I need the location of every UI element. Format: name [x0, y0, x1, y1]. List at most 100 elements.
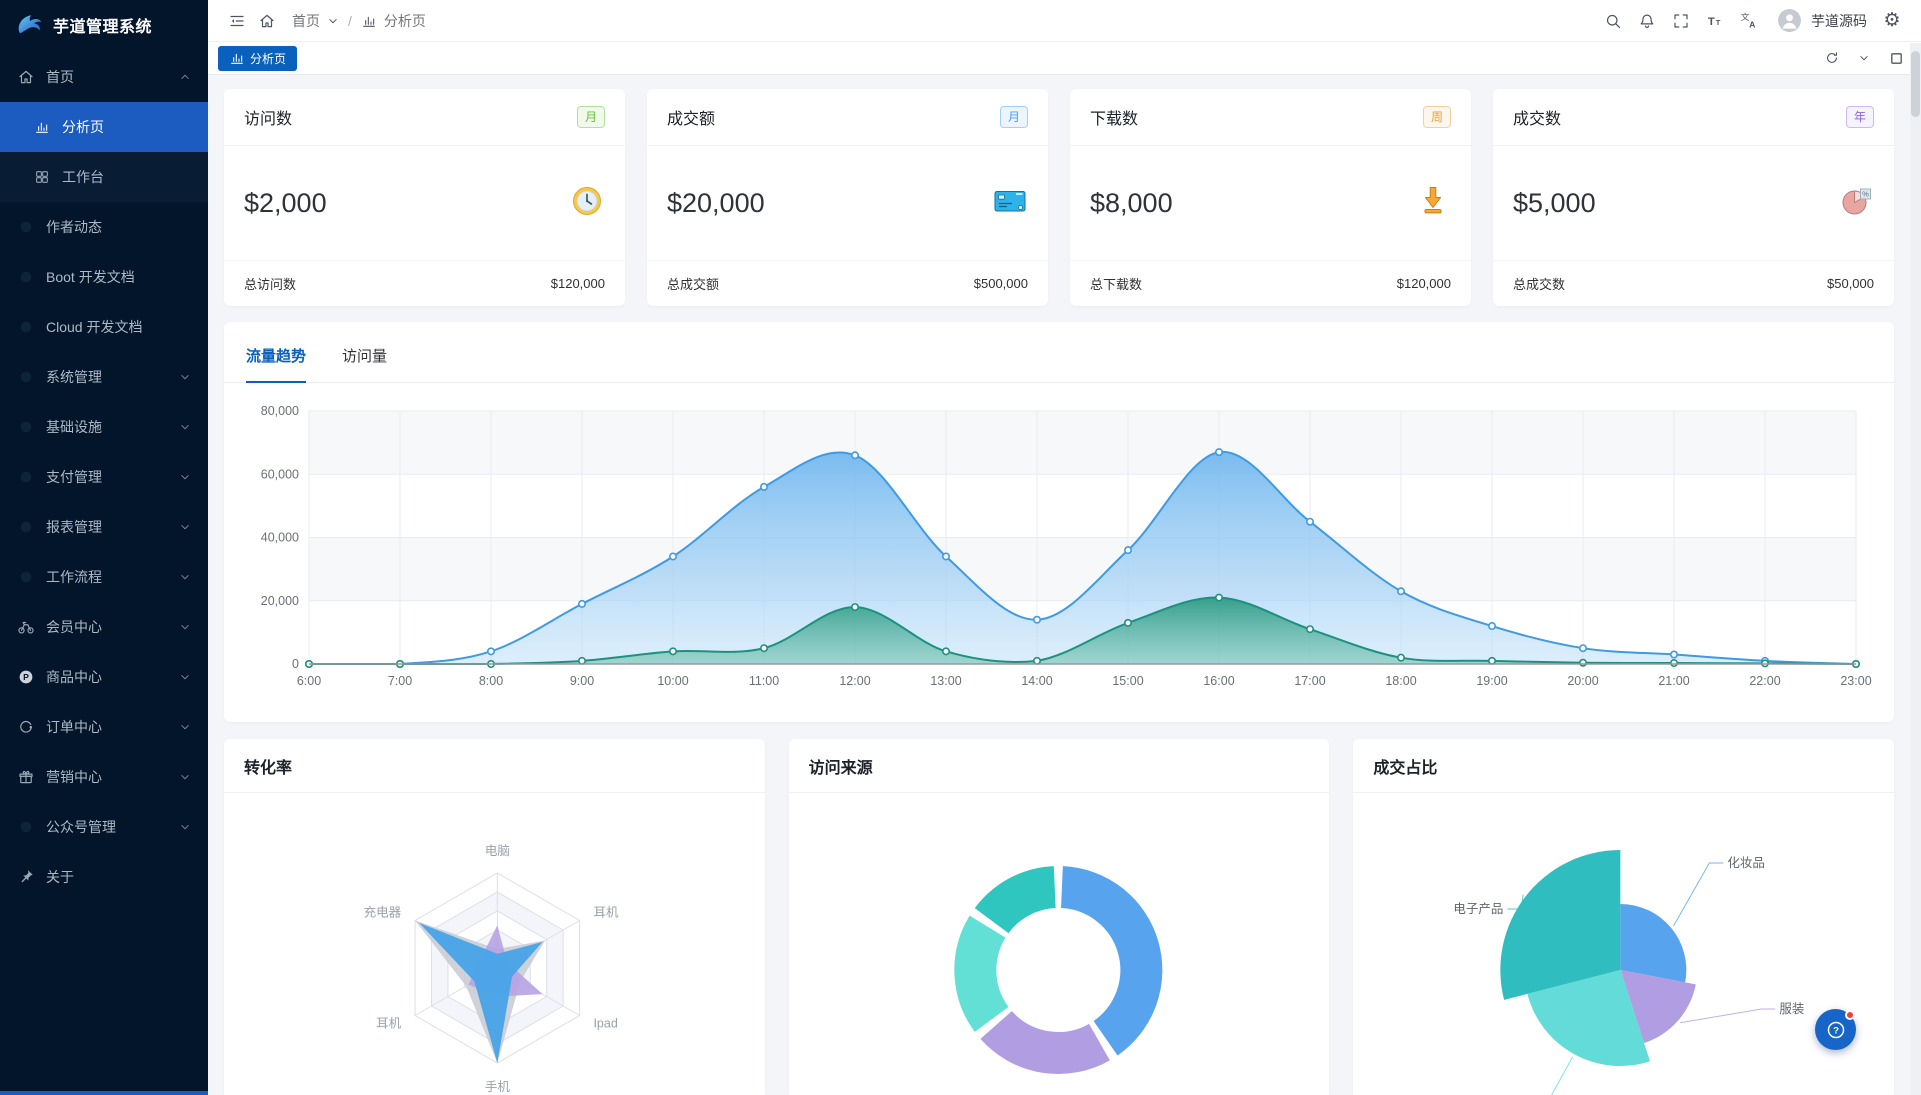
sidebar-item-14[interactable]: 营销中心: [0, 752, 208, 802]
chevron-down-icon: [178, 670, 192, 684]
sidebar-item-7[interactable]: 基础设施: [0, 402, 208, 452]
user-menu[interactable]: 芋道源码: [1774, 6, 1867, 36]
svg-text:7:00: 7:00: [388, 674, 412, 688]
scrollbar-thumb[interactable]: [1911, 51, 1920, 117]
visit-source-donut-chart: [789, 793, 1330, 1095]
stat-footer-label: 总下载数: [1090, 277, 1143, 292]
dot-icon: [16, 467, 36, 487]
svg-text:T: T: [1716, 17, 1721, 26]
panel-title: 成交占比: [1353, 739, 1894, 793]
stat-value: $5,000: [1513, 187, 1596, 218]
gift-icon: [16, 767, 36, 787]
svg-text:T: T: [1708, 15, 1715, 27]
sidebar-item-5[interactable]: Cloud 开发文档: [0, 302, 208, 352]
bottom-panels-row: 转化率 电脑 耳机 Ipad 手机 耳机 充电器 访问来源 成交占比 化妆品 服装 电子产品: [224, 739, 1894, 1095]
sidebar-item-13[interactable]: 订单中心: [0, 702, 208, 752]
notification-dot: [1845, 1010, 1855, 1020]
sidebar-item-3[interactable]: 作者动态: [0, 202, 208, 252]
svg-text:60,000: 60,000: [261, 467, 299, 481]
app-logo[interactable]: 芋道管理系统: [0, 0, 208, 50]
breadcrumb-home[interactable]: 首页: [292, 12, 320, 29]
svg-text:充电器: 充电器: [364, 905, 402, 920]
download-icon: [1415, 183, 1451, 224]
sidebar-item-2[interactable]: 工作台: [0, 152, 208, 202]
refresh-icon[interactable]: [1819, 45, 1845, 71]
sidebar-item-12[interactable]: P 商品中心: [0, 652, 208, 702]
dot-icon: [16, 267, 36, 287]
stat-value: $2,000: [244, 187, 327, 218]
gear-icon[interactable]: ⚙: [1883, 10, 1901, 31]
svg-text:手机: 手机: [485, 1080, 511, 1094]
svg-text:13:00: 13:00: [930, 674, 961, 688]
period-badge: 周: [1422, 106, 1451, 128]
sidebar-item-label: 系统管理: [46, 369, 102, 385]
sidebar-item-9[interactable]: 报表管理: [0, 502, 208, 552]
svg-text:A: A: [1749, 20, 1756, 30]
stat-cards-row: 访问数 月 $2,000 总访问数 $120,000 成交额 月 $20,000…: [224, 89, 1894, 306]
help-button[interactable]: ?: [1815, 1009, 1856, 1050]
sidebar-item-16[interactable]: 关于: [0, 852, 208, 902]
sidebar-item-4[interactable]: Boot 开发文档: [0, 252, 208, 302]
period-badge: 月: [576, 106, 605, 128]
tab-visit-volume[interactable]: 访问量: [342, 348, 388, 365]
menu-fold-icon[interactable]: [222, 6, 252, 36]
svg-text:16:00: 16:00: [1203, 674, 1234, 688]
search-icon[interactable]: [1598, 6, 1628, 36]
bell-icon[interactable]: [1632, 6, 1662, 36]
svg-text:?: ?: [1833, 1025, 1839, 1036]
tab-analysis[interactable]: 分析页: [218, 45, 298, 71]
stat-card-0: 访问数 月 $2,000 总访问数 $120,000: [224, 89, 625, 306]
sidebar-item-11[interactable]: 会员中心: [0, 602, 208, 652]
stat-card-header: 成交额 月: [647, 89, 1048, 146]
main-content: 访问数 月 $2,000 总访问数 $120,000 成交额 月 $20,000…: [208, 75, 1921, 1095]
svg-text:P: P: [23, 672, 29, 682]
sidebar-item-label: 商品中心: [46, 669, 102, 685]
sidebar-item-label: Boot 开发文档: [46, 269, 135, 285]
deal-share-card: 成交占比 化妆品 服装 电子产品: [1353, 739, 1894, 1095]
home-icon[interactable]: [252, 6, 282, 36]
sidebar-item-10[interactable]: 工作流程: [0, 552, 208, 602]
logo-icon: [14, 10, 44, 40]
stat-card-footer: 总成交额 $500,000: [647, 260, 1048, 306]
sidebar-item-6[interactable]: 系统管理: [0, 352, 208, 402]
stat-card-header: 下载数 周: [1070, 89, 1471, 146]
scrollbar[interactable]: [1910, 43, 1921, 1095]
stat-footer-value: $500,000: [973, 276, 1028, 291]
sidebar-item-1[interactable]: 分析页: [0, 102, 208, 152]
fullscreen-icon[interactable]: [1666, 6, 1696, 36]
sidebar-item-label: 基础设施: [46, 419, 102, 435]
tabbar-actions: [1819, 45, 1921, 71]
sidebar-item-0[interactable]: 首页: [0, 52, 208, 102]
chevron-down-icon: [178, 570, 192, 584]
deal-share-pie-chart: 化妆品 服装 电子产品: [1353, 793, 1894, 1095]
svg-text:9:00: 9:00: [570, 674, 594, 688]
user-name: 芋道源码: [1811, 12, 1867, 29]
avatar: [1774, 6, 1804, 36]
svg-text:Ipad: Ipad: [593, 1017, 617, 1031]
svg-text:80,000: 80,000: [261, 404, 299, 418]
pin-icon: [16, 867, 36, 887]
maximize-icon[interactable]: [1883, 45, 1909, 71]
sidebar-bottom-bar: [0, 1091, 208, 1095]
chevron-down-icon: [178, 720, 192, 734]
tab-bar: 分析页: [208, 42, 1921, 75]
svg-text:23:00: 23:00: [1840, 674, 1871, 688]
trend-tabs: 流量趋势 访问量: [224, 322, 1894, 383]
period-badge: 月: [999, 106, 1028, 128]
stat-value: $8,000: [1090, 187, 1173, 218]
dot-icon: [16, 817, 36, 837]
svg-text:14:00: 14:00: [1021, 674, 1052, 688]
chevron-down-icon[interactable]: [1851, 45, 1877, 71]
sidebar-item-8[interactable]: 支付管理: [0, 452, 208, 502]
sidebar-item-15[interactable]: 公众号管理: [0, 802, 208, 852]
svg-text:耳机: 耳机: [593, 906, 619, 920]
clock-icon: [569, 183, 605, 224]
chevron-down-icon[interactable]: [326, 6, 340, 36]
sidebar-menu: 首页 分析页 工作台 作者动态 Boot 开发文档 Cloud 开发文档系统管理基础设施支…: [0, 52, 208, 902]
tab-traffic-trend[interactable]: 流量趋势: [246, 345, 307, 383]
order-icon: [16, 717, 36, 737]
app-title: 芋道管理系统: [53, 19, 153, 36]
